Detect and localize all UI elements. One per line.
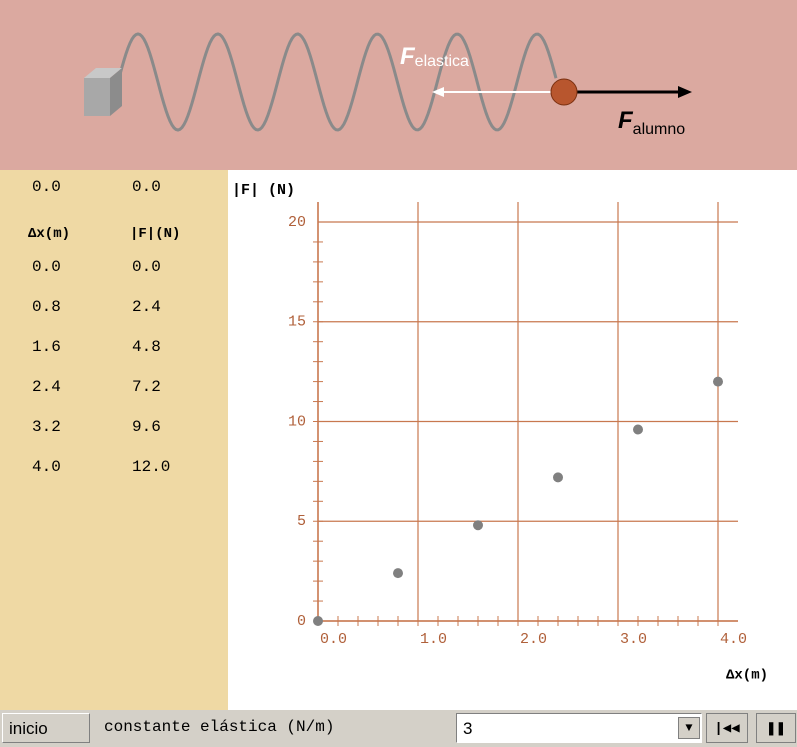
pause-button[interactable]: ❚❚ (756, 713, 796, 743)
applet: Felastica Falumno 0.0 0.0 Δx(m) |F|(N) 0… (0, 0, 797, 747)
mass (551, 79, 577, 105)
y-tick-label: 10 (288, 413, 306, 430)
y-tick-label: 15 (288, 314, 306, 331)
point (713, 377, 723, 387)
table-cell: 4.0 (32, 458, 61, 476)
point (393, 568, 403, 578)
animation: Felastica Falumno (0, 0, 797, 170)
x-tick-label: 0.0 (320, 631, 347, 648)
param-label: constante elástica (N/m) (104, 718, 334, 736)
table-cell: 2.4 (32, 378, 61, 396)
block-front (84, 78, 110, 116)
table-cell: 7.2 (132, 378, 161, 396)
chart-bg (228, 170, 797, 710)
point (553, 472, 563, 482)
y-tick-label: 5 (297, 513, 306, 530)
x-tick-label: 3.0 (620, 631, 647, 648)
y-tick-label: 20 (288, 214, 306, 231)
point (473, 520, 483, 530)
subscript: alumno (633, 121, 686, 138)
subscript: elastica (415, 53, 469, 70)
table-cell: 12.0 (132, 458, 170, 476)
table-header: Δx(m) (28, 226, 70, 242)
x-tick-label: 1.0 (420, 631, 447, 648)
table-cell: 0.0 (32, 258, 61, 276)
table-cell: 9.6 (132, 418, 161, 436)
readout-f: 0.0 (132, 178, 161, 196)
table-cell: 4.8 (132, 338, 161, 356)
y-tick-label: 0 (297, 613, 306, 630)
symbol: F (618, 107, 634, 134)
table-cell: 3.2 (32, 418, 61, 436)
param-input[interactable]: 3 (456, 713, 702, 743)
reset-button[interactable]: inicio (2, 713, 90, 743)
table-cell: 2.4 (132, 298, 161, 316)
data-table: 0.0 0.0 Δx(m) |F|(N) 0.0 0.0 0.8 2.4 1.6 4.8 2… (0, 170, 228, 710)
readout-dx: 0.0 (32, 178, 61, 196)
table-cell: 0.0 (132, 258, 161, 276)
point (313, 616, 323, 626)
table-header: |F|(N) (130, 226, 180, 242)
symbol: F (400, 43, 416, 70)
x-tick-label: 4.0 (720, 631, 747, 648)
point (633, 424, 643, 434)
table-cell: 0.8 (32, 298, 61, 316)
dropdown-arrow[interactable]: ▼ (678, 717, 700, 739)
control-bar: inicio constante elástica (N/m) 3 ▼ |◀◀ … (0, 710, 797, 747)
x-tick-label: 2.0 (520, 631, 547, 648)
chart: 0 5 10 15 20 0.0 1.0 2.0 3.0 4.0 |F| (N) Δx(m) (228, 170, 797, 710)
x-axis-label: Δx(m) (726, 668, 768, 684)
table-cell: 1.6 (32, 338, 61, 356)
y-axis-label: |F| (N) (232, 182, 295, 199)
rewind-button[interactable]: |◀◀ (706, 713, 748, 743)
